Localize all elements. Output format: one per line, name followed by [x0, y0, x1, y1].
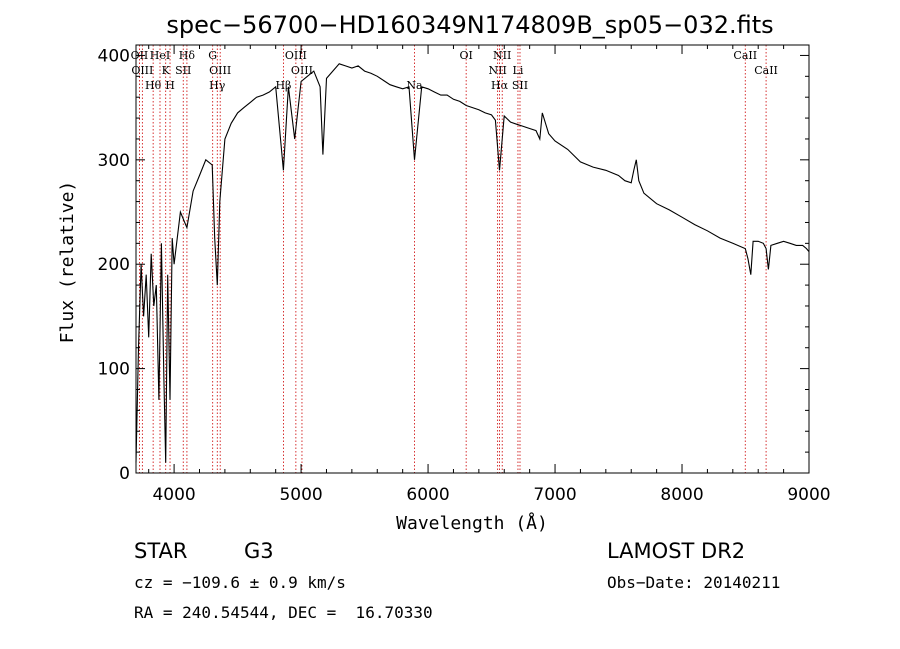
- spectral-line-label: OI: [459, 49, 472, 62]
- x-tick-label: 9000: [787, 485, 830, 505]
- spectral-line-label: Hβ: [275, 79, 291, 92]
- spectral-line-label: NII: [488, 64, 506, 77]
- spectral-line-label: H: [165, 79, 175, 92]
- spectral-line-label: OIII: [285, 49, 307, 62]
- spectral-line-label: Hα: [491, 79, 509, 92]
- y-axis: 0 100 200 300 400: [98, 46, 809, 484]
- spectral-line-label: OIII: [131, 64, 153, 77]
- spectral-line-label: OIII: [209, 64, 231, 77]
- y-tick-label: 300: [98, 151, 130, 171]
- spectral-line-label: NII: [493, 49, 511, 62]
- y-tick-label: 200: [98, 255, 130, 275]
- survey-label: LAMOST DR2: [607, 539, 746, 563]
- x-tick-label: 4000: [152, 485, 195, 505]
- spectral-line-label: CaII: [733, 49, 757, 62]
- spectral-line-label: SII: [175, 64, 191, 77]
- x-tick-label: 5000: [279, 485, 322, 505]
- spectral-line-label: Na: [406, 79, 423, 92]
- y-tick-label: 400: [98, 46, 130, 66]
- spectral-line-label: HeI: [150, 49, 170, 62]
- spectral-line-label: SII: [512, 79, 528, 92]
- spectral-line-label: Hθ: [145, 79, 162, 92]
- plot-frame: [135, 44, 810, 474]
- x-tick-label: 7000: [533, 485, 576, 505]
- spectral-line-label: Hδ: [179, 49, 196, 62]
- object-class: STAR: [134, 539, 188, 563]
- x-axis-label: Wavelength (Å): [396, 512, 548, 534]
- spectral-line-label: CaII: [754, 64, 778, 77]
- chart-title: spec−56700−HD160349N174809B_sp05−032.fit…: [166, 11, 773, 39]
- spectral-line-label: K: [162, 64, 171, 77]
- spectral-line-label: G: [208, 49, 217, 62]
- obs-date-label: Obs−Date: 20140211: [607, 573, 781, 592]
- spectral-line-label: Li: [513, 64, 524, 77]
- y-tick-label: 0: [119, 464, 130, 484]
- y-tick-label: 100: [98, 360, 130, 380]
- spectral-line-markers: OIIOIIIHθHeIKHHδSIIHγGOIIIHβOIIIOIIINaOI…: [131, 45, 778, 473]
- x-tick-label: 6000: [406, 485, 449, 505]
- x-tick-label: 8000: [660, 485, 703, 505]
- spectrum-series-line: [135, 63, 810, 463]
- x-axis: 4000 5000 6000 7000 8000 9000: [148, 45, 831, 505]
- spectral-line-label: OIII: [291, 64, 313, 77]
- subclass: G3: [244, 539, 274, 563]
- spectral-line-label: Hγ: [209, 79, 226, 92]
- coordinates-label: RA = 240.54544, DEC = 16.70330: [134, 603, 433, 622]
- y-axis-label: Flux (relative): [57, 181, 78, 344]
- redshift-label: cz = −109.6 ± 0.9 km/s: [134, 573, 346, 592]
